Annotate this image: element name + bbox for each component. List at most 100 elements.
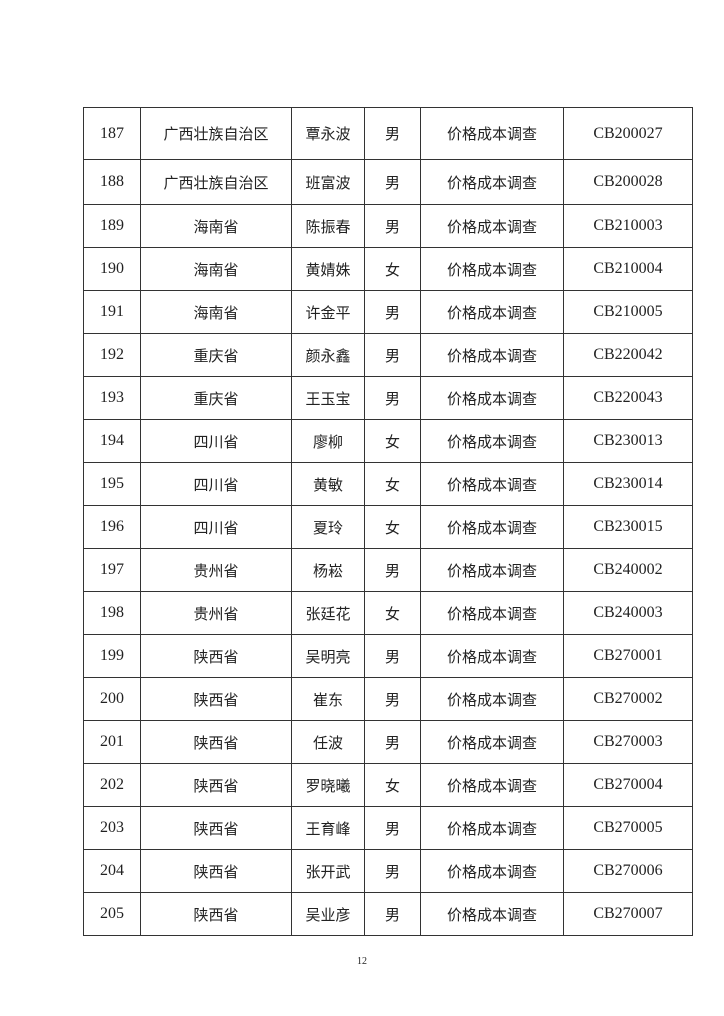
person-name-cell: 覃永波 — [291, 107, 365, 160]
gender-cell: 男 — [364, 333, 421, 377]
person-name-cell: 夏玲 — [291, 505, 365, 549]
row-number-cell: 200 — [83, 677, 141, 721]
certificate-code-cell: CB230015 — [563, 505, 693, 549]
row-number-cell: 205 — [83, 892, 141, 936]
person-name-cell: 黄敏 — [291, 462, 365, 506]
certificate-code-cell: CB200028 — [563, 159, 693, 205]
person-name-cell: 颜永鑫 — [291, 333, 365, 377]
certificate-code-cell: CB270005 — [563, 806, 693, 850]
gender-cell: 女 — [364, 505, 421, 549]
row-number-cell: 187 — [83, 107, 141, 160]
certificate-code-cell: CB270007 — [563, 892, 693, 936]
person-name-cell: 张廷花 — [291, 591, 365, 635]
certificate-code-cell: CB220043 — [563, 376, 693, 420]
row-number-cell: 194 — [83, 419, 141, 463]
certificate-code-cell: CB270001 — [563, 634, 693, 678]
person-name-cell: 廖柳 — [291, 419, 365, 463]
gender-cell: 男 — [364, 159, 421, 205]
province-cell: 贵州省 — [140, 548, 292, 592]
survey-type-cell: 价格成本调查 — [420, 159, 564, 205]
province-cell: 陕西省 — [140, 720, 292, 764]
certificate-code-cell: CB240002 — [563, 548, 693, 592]
table-row: 203 陕西省 王育峰男价格成本调查 CB270005 — [83, 806, 693, 850]
row-number-cell: 189 — [83, 204, 141, 248]
province-cell: 四川省 — [140, 462, 292, 506]
person-name-cell: 陈振春 — [291, 204, 365, 248]
table-row: 193 重庆省 王玉宝男价格成本调查 CB220043 — [83, 376, 693, 420]
survey-type-cell: 价格成本调查 — [420, 892, 564, 936]
gender-cell: 男 — [364, 204, 421, 248]
province-cell: 海南省 — [140, 247, 292, 291]
gender-cell: 女 — [364, 462, 421, 506]
table-row: 205 陕西省 吴业彦男价格成本调查 CB270007 — [83, 892, 693, 936]
table-row: 198 贵州省 张廷花女价格成本调查 CB240003 — [83, 591, 693, 635]
survey-type-cell: 价格成本调查 — [420, 677, 564, 721]
survey-type-cell: 价格成本调查 — [420, 333, 564, 377]
row-number-cell: 195 — [83, 462, 141, 506]
table-row: 191 海南省 许金平男价格成本调查 CB210005 — [83, 290, 693, 334]
table-row: 204 陕西省 张开武男价格成本调查 CB270006 — [83, 849, 693, 893]
gender-cell: 男 — [364, 720, 421, 764]
row-number-cell: 198 — [83, 591, 141, 635]
row-number-cell: 197 — [83, 548, 141, 592]
survey-type-cell: 价格成本调查 — [420, 462, 564, 506]
survey-type-cell: 价格成本调查 — [420, 720, 564, 764]
person-name-cell: 许金平 — [291, 290, 365, 334]
table-row: 202 陕西省 罗晓曦女价格成本调查 CB270004 — [83, 763, 693, 807]
survey-type-cell: 价格成本调查 — [420, 763, 564, 807]
certificate-code-cell: CB220042 — [563, 333, 693, 377]
certificate-code-cell: CB230013 — [563, 419, 693, 463]
gender-cell: 男 — [364, 634, 421, 678]
certificate-code-cell: CB270006 — [563, 849, 693, 893]
row-number-cell: 204 — [83, 849, 141, 893]
table-row: 188 广西壮族自治区 班富波男价格成本调查 CB200028 — [83, 159, 693, 205]
row-number-cell: 193 — [83, 376, 141, 420]
row-number-cell: 192 — [83, 333, 141, 377]
survey-type-cell: 价格成本调查 — [420, 290, 564, 334]
person-name-cell: 杨崧 — [291, 548, 365, 592]
row-number-cell: 201 — [83, 720, 141, 764]
table-row: 192 重庆省 颜永鑫男价格成本调查 CB220042 — [83, 333, 693, 377]
gender-cell: 女 — [364, 419, 421, 463]
table-row: 189 海南省 陈振春男价格成本调查 CB210003 — [83, 204, 693, 248]
person-name-cell: 王育峰 — [291, 806, 365, 850]
certificate-code-cell: CB270003 — [563, 720, 693, 764]
certificate-code-cell: CB240003 — [563, 591, 693, 635]
gender-cell: 男 — [364, 806, 421, 850]
survey-type-cell: 价格成本调查 — [420, 849, 564, 893]
gender-cell: 女 — [364, 247, 421, 291]
table-row: 195 四川省 黄敏女价格成本调查 CB230014 — [83, 462, 693, 506]
person-name-cell: 张开武 — [291, 849, 365, 893]
certificate-code-cell: CB270002 — [563, 677, 693, 721]
survey-type-cell: 价格成本调查 — [420, 204, 564, 248]
table-row: 187 广西壮族自治区 覃永波男价格成本调查 CB200027 — [83, 107, 693, 160]
province-cell: 广西壮族自治区 — [140, 107, 292, 160]
person-name-cell: 王玉宝 — [291, 376, 365, 420]
province-cell: 贵州省 — [140, 591, 292, 635]
gender-cell: 男 — [364, 290, 421, 334]
row-number-cell: 196 — [83, 505, 141, 549]
certificate-code-cell: CB210005 — [563, 290, 693, 334]
survey-type-cell: 价格成本调查 — [420, 505, 564, 549]
province-cell: 陕西省 — [140, 806, 292, 850]
province-cell: 重庆省 — [140, 376, 292, 420]
province-cell: 四川省 — [140, 505, 292, 549]
province-cell: 四川省 — [140, 419, 292, 463]
gender-cell: 女 — [364, 591, 421, 635]
gender-cell: 男 — [364, 677, 421, 721]
row-number-cell: 199 — [83, 634, 141, 678]
province-cell: 陕西省 — [140, 677, 292, 721]
person-name-cell: 班富波 — [291, 159, 365, 205]
person-name-cell: 吴业彦 — [291, 892, 365, 936]
certificate-code-cell: CB210004 — [563, 247, 693, 291]
certificate-code-cell: CB200027 — [563, 107, 693, 160]
gender-cell: 男 — [364, 892, 421, 936]
gender-cell: 男 — [364, 548, 421, 592]
province-cell: 陕西省 — [140, 849, 292, 893]
row-number-cell: 190 — [83, 247, 141, 291]
gender-cell: 女 — [364, 763, 421, 807]
certificate-code-cell: CB270004 — [563, 763, 693, 807]
page-number: 12 — [357, 956, 367, 967]
row-number-cell: 191 — [83, 290, 141, 334]
row-number-cell: 202 — [83, 763, 141, 807]
